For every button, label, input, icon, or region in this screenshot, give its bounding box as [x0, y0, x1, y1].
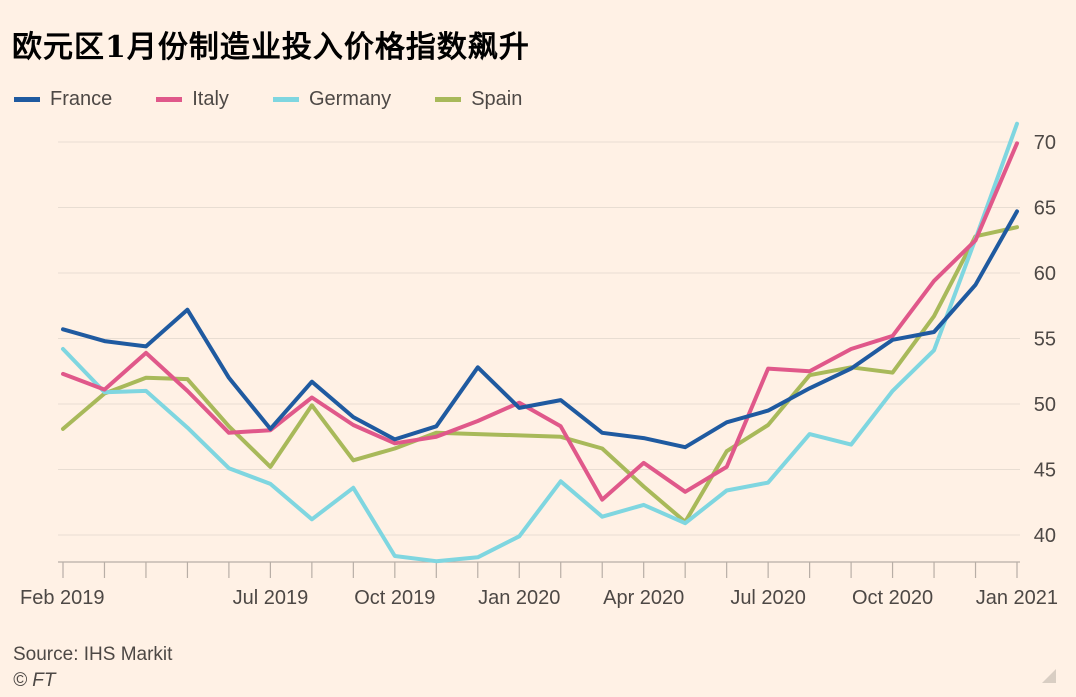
legend-swatch-germany: [272, 97, 299, 102]
legend-item-italy: Italy: [156, 88, 229, 111]
y-axis: 40 45 50 55 60 65 70: [1034, 132, 1056, 547]
resize-corner-icon: [1042, 669, 1056, 683]
x-tick-label: Jul 2019: [233, 587, 309, 609]
legend-label-germany: Germany: [308, 88, 392, 110]
source-note: Source: IHS Markit: [13, 644, 173, 665]
legend-item-germany: Germany: [272, 88, 392, 111]
x-tick-label: Feb 2019: [20, 587, 105, 609]
y-tick-label: 50: [1034, 394, 1056, 416]
legend-swatch-spain: [435, 97, 462, 102]
series-line-france: [61, 209, 1019, 450]
legend-label-france: France: [50, 88, 113, 110]
series-lines: [61, 121, 1019, 564]
y-tick-label: 55: [1034, 329, 1056, 351]
legend-label-italy: Italy: [192, 88, 229, 110]
legend-swatch-france: [14, 97, 40, 102]
legend-item-france: France: [14, 88, 112, 111]
legend-item-spain: Spain: [435, 88, 522, 111]
series-line-spain: [61, 225, 1019, 524]
x-tick-label: Jul 2020: [730, 587, 806, 609]
legend-swatch-italy: [156, 97, 183, 102]
x-tick-label: Jan 2020: [478, 587, 560, 609]
legend: France Italy Germany Spain: [14, 88, 566, 111]
y-tick-label: 45: [1034, 460, 1056, 482]
legend-label-spain: Spain: [471, 88, 523, 110]
x-tick-label: Jan 2021: [976, 587, 1058, 609]
y-tick-label: 70: [1034, 132, 1056, 154]
series-line-italy: [61, 141, 1019, 502]
x-tick-label: Oct 2019: [354, 587, 435, 609]
y-tick-label: 40: [1034, 525, 1056, 547]
y-tick-label: 65: [1034, 198, 1056, 220]
ft-credit: © FT: [13, 670, 56, 691]
x-axis: Feb 2019 Jul 2019 Oct 2019 Jan 2020 Apr 2020…: [20, 561, 1058, 609]
series-line-germany: [61, 121, 1019, 564]
x-tick-label: Oct 2020: [852, 587, 933, 609]
y-tick-label: 60: [1034, 263, 1056, 285]
x-tick-label: Apr 2020: [603, 587, 684, 609]
chart-title: 欧元区1月份制造业投入价格指数飙升: [12, 30, 530, 65]
gridlines: [58, 141, 1020, 536]
